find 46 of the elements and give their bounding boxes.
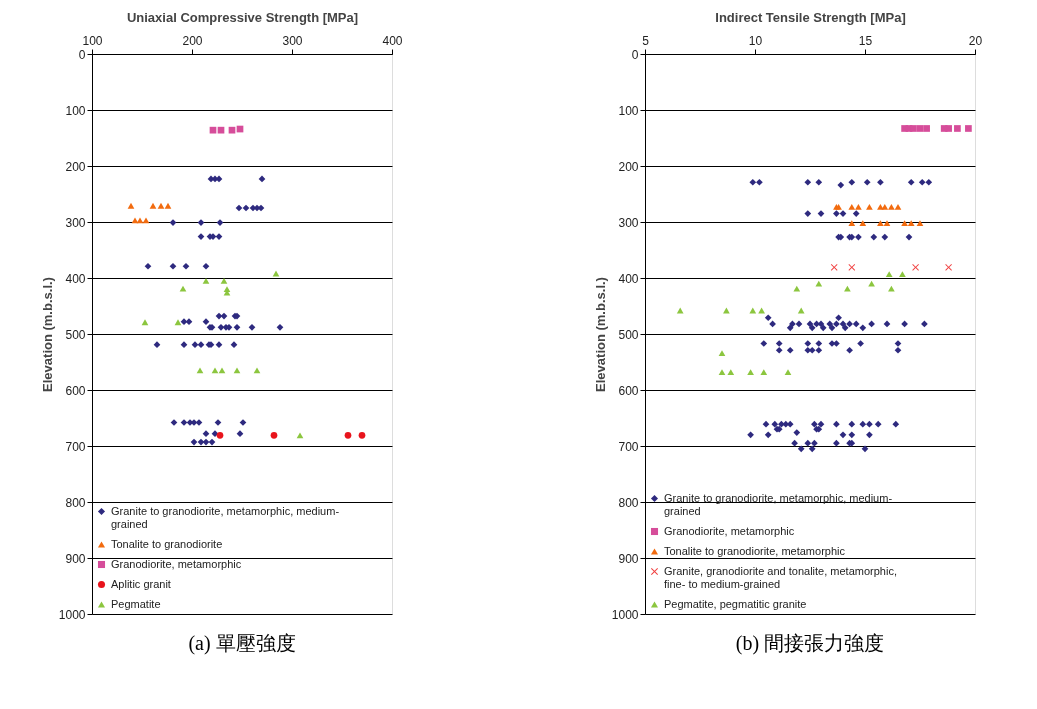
y-tick-label: 800 — [618, 495, 639, 510]
y-tick-label: 400 — [618, 271, 639, 286]
y-tick-label: 500 — [618, 327, 639, 342]
y-axis-title: Elevation (m.b.s.l.) — [39, 277, 55, 392]
legend-label: Granodiorite, metamorphic — [664, 524, 795, 537]
y-tick-label: 100 — [618, 103, 639, 118]
y-tick-label: 1000 — [58, 607, 86, 622]
legend-label: Granite to granodiorite, metamorphic, medium-grained — [111, 504, 340, 530]
y-tick-label: 900 — [618, 551, 639, 566]
text: (a) 單壓強度 — [188, 632, 296, 655]
x-tick-label: 5 — [642, 33, 650, 48]
y-tick-label: 500 — [65, 327, 86, 342]
x-tick-label: 100 — [82, 33, 103, 48]
y-tick-label: 600 — [618, 383, 639, 398]
x-tick-label: 15 — [858, 33, 873, 48]
legend-label: Tonalite to granodiorite — [111, 537, 223, 550]
legend-label: Granite, granodiorite and tonalite, metamorphic, fine- to medium-grained — [664, 564, 897, 590]
y-tick-label: 0 — [78, 47, 86, 62]
x-tick-label: 300 — [282, 33, 303, 48]
x-tick-label: 400 — [382, 33, 403, 48]
legend-label: Granodiorite, metamorphic — [111, 557, 242, 570]
y-tick-label: 700 — [65, 439, 86, 454]
y-tick-label: 300 — [618, 215, 639, 230]
y-axis-title: Elevation (m.b.s.l.) — [592, 277, 608, 392]
y-tick-label: 900 — [65, 551, 86, 566]
y-tick-label: 1000 — [611, 607, 639, 622]
legend-label: Pegmatite — [111, 597, 161, 610]
x-axis-title: Indirect Tensile Strength [MPa] — [715, 9, 906, 25]
legend-label: Aplitic granit — [111, 577, 171, 590]
legend-label: Granite to granodiorite, metamorphic, medium-grained — [664, 491, 893, 517]
y-tick-label: 300 — [65, 215, 86, 230]
y-tick-label: 700 — [618, 439, 639, 454]
y-tick-label: 600 — [65, 383, 86, 398]
y-tick-label: 200 — [618, 159, 639, 174]
x-axis-title: Uniaxial Compressive Strength [MPa] — [126, 9, 359, 25]
text: (b) 間接張力強度 — [735, 632, 885, 655]
x-tick-label: 20 — [968, 33, 983, 48]
y-tick-label: 0 — [631, 47, 639, 62]
y-tick-label: 400 — [65, 271, 86, 286]
x-tick-label: 200 — [182, 33, 203, 48]
x-tick-label: 10 — [748, 33, 763, 48]
legend-label: Tonalite to granodiorite, metamorphic — [664, 544, 846, 557]
y-tick-label: 100 — [65, 103, 86, 118]
y-tick-label: 200 — [65, 159, 86, 174]
y-tick-label: 800 — [65, 495, 86, 510]
legend-label: Pegmatite, pegmatitic granite — [664, 597, 807, 610]
